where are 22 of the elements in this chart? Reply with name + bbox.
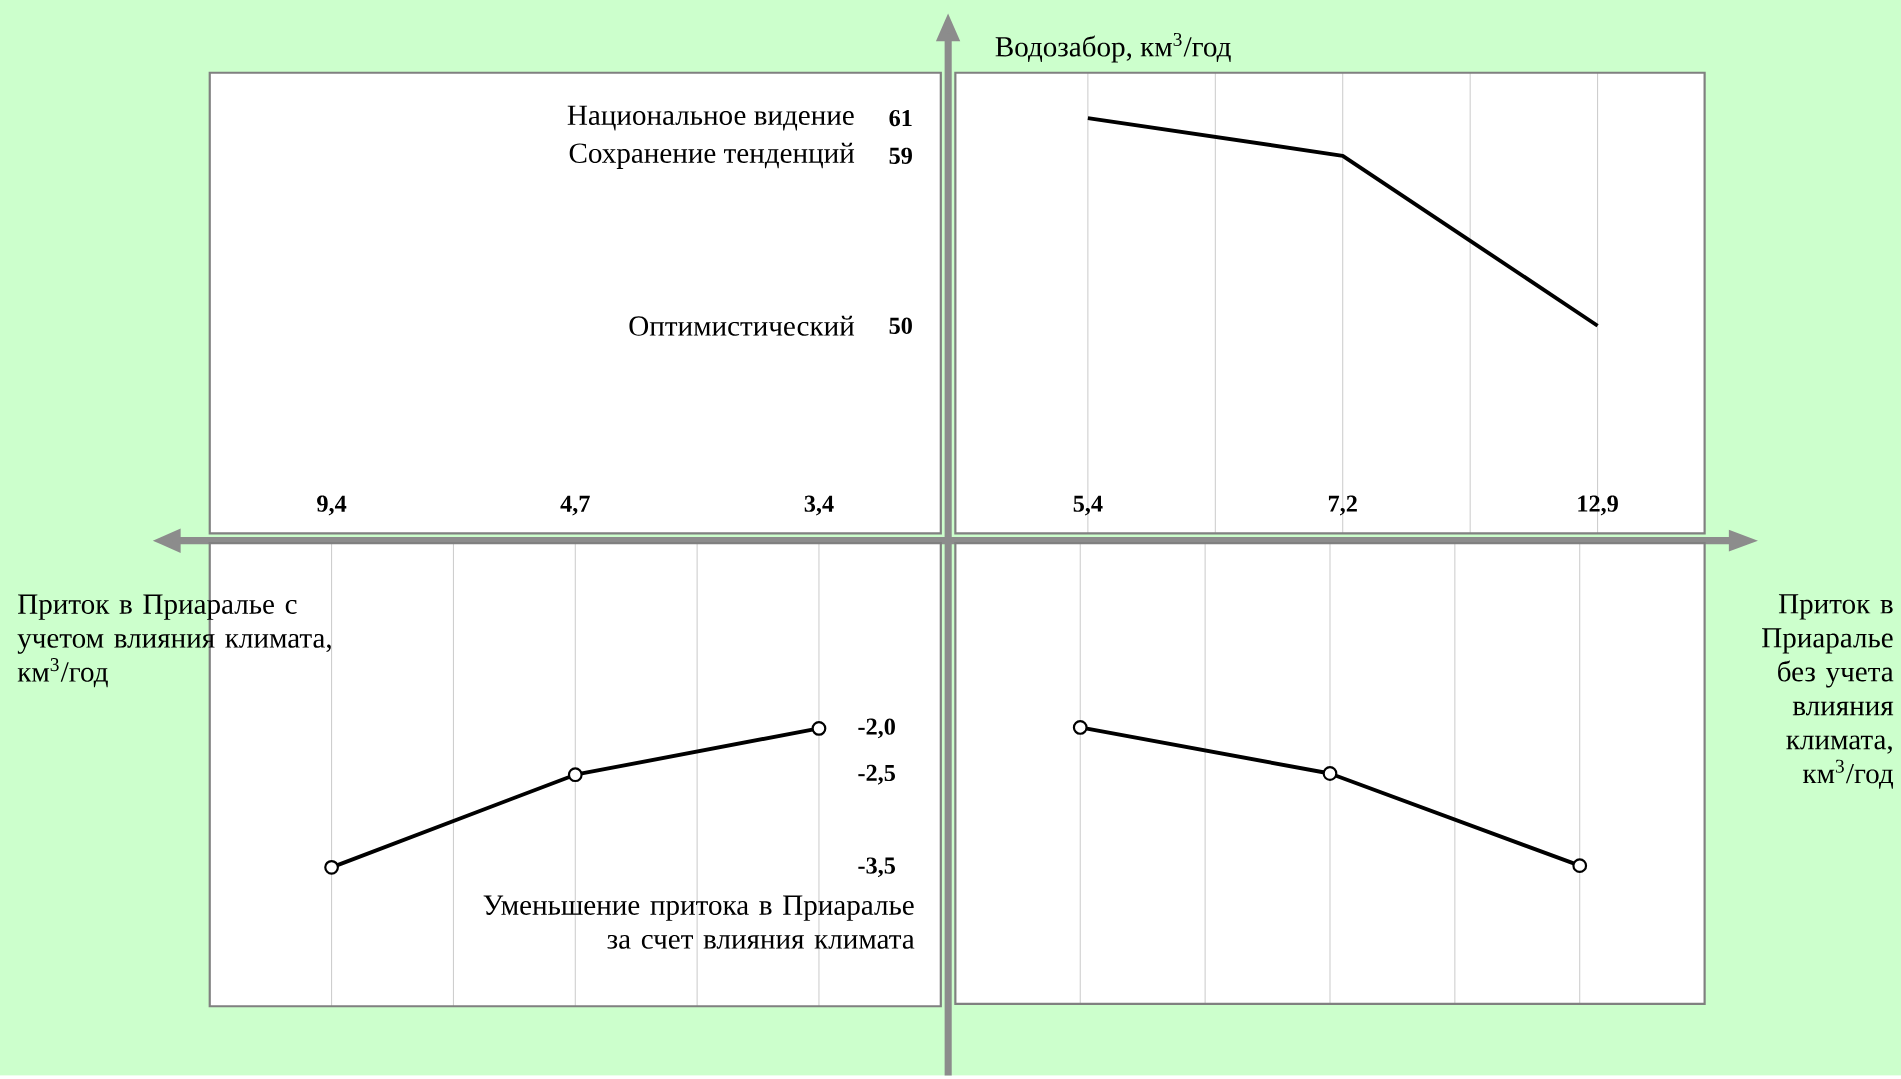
y-tick-label: -3,5 bbox=[858, 857, 895, 878]
x-axis-title: Приток в Приаралье с учетом влияния климата, км$^{3}$/год bbox=[17, 594, 331, 688]
y-tick-label: -2,5 bbox=[858, 764, 895, 785]
x-tick-label: 5,4 bbox=[1073, 495, 1103, 516]
y-tick-label: 50 bbox=[889, 317, 912, 334]
x-tick-label: 12,9 bbox=[1578, 495, 1618, 516]
y-axis-title: Водозабор, км$^{3}$/год bbox=[995, 32, 1231, 63]
point bbox=[567, 767, 583, 783]
y-axis-title: Уменьшение притока в Приаралье за счет влияния климата bbox=[483, 895, 915, 949]
y-tick-label: -2,0 bbox=[858, 718, 895, 739]
x-tick-label: 9,4 bbox=[317, 495, 347, 516]
point bbox=[324, 859, 339, 875]
point bbox=[811, 721, 827, 736]
x-tick-label: 7,2 bbox=[1328, 495, 1357, 516]
x-axis-title: Приток в Приаралье без учета влияния климата, км$^{3}$/год bbox=[1762, 594, 1894, 789]
x-tick-label: 3,4 bbox=[804, 495, 834, 516]
text: Сохранение тенденций bbox=[569, 142, 855, 169]
text: Национальное видение bbox=[567, 105, 854, 131]
y-tick-label: 59 bbox=[889, 147, 912, 164]
text: Оптимистический bbox=[629, 315, 855, 336]
y-tick-label: 61 bbox=[889, 109, 912, 127]
x-tick-label: 4,7 bbox=[560, 495, 590, 516]
